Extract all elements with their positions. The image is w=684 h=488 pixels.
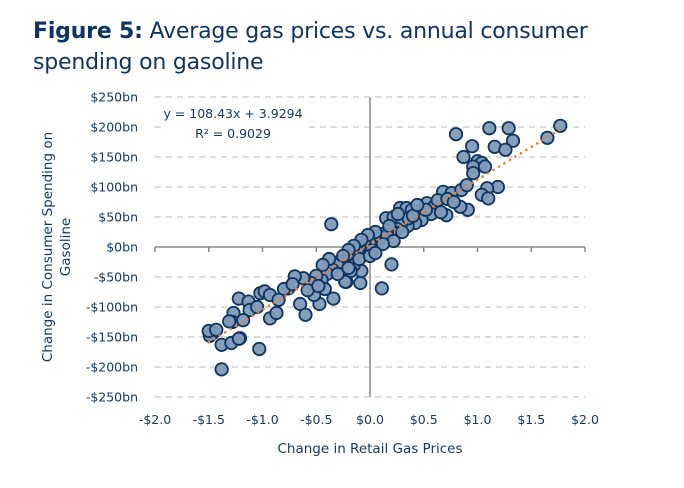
y-tick-labels: $250bn $200bn $150bn $100bn $50bn $0bn -$50bn -…	[86, 90, 138, 405]
data-point	[250, 299, 265, 315]
data-point	[311, 278, 326, 294]
data-point	[456, 149, 471, 165]
x-tick-label: $2.0	[571, 412, 599, 427]
data-point	[540, 130, 555, 145]
y-tick-label: $0bn	[106, 240, 138, 255]
trendline-equation: y = 108.43x + 3.9294	[163, 106, 302, 121]
trendline-path	[207, 126, 565, 344]
data-point	[384, 257, 399, 272]
data-point	[222, 314, 237, 329]
data-point	[433, 205, 449, 220]
x-tick-label: -$1.0	[246, 412, 278, 427]
y-tick-label: $150bn	[90, 150, 138, 165]
data-point	[465, 139, 480, 154]
data-point	[269, 305, 284, 321]
data-point	[446, 194, 461, 210]
data-point	[271, 292, 286, 307]
y-tick-label: -$50bn	[94, 270, 138, 285]
data-point	[375, 236, 390, 252]
data-point	[374, 281, 389, 296]
data-point	[353, 275, 368, 291]
data-point	[477, 159, 493, 174]
data-point	[482, 121, 497, 136]
y-axis-label: Change in Consumer Spending on Gasoline	[40, 132, 74, 362]
data-point	[459, 178, 474, 193]
data-point	[231, 331, 246, 346]
y-tick-label: $50bn	[98, 210, 138, 225]
x-tick-label: $0.0	[356, 412, 384, 427]
data-point	[315, 257, 330, 273]
data-point	[252, 341, 267, 357]
x-tick-label: -$0.5	[300, 412, 332, 427]
y-tick-label: -$200bn	[86, 360, 138, 375]
equation-background	[165, 103, 305, 145]
y-axis-label-line1: Change in Consumer Spending on	[40, 132, 56, 362]
data-point	[368, 245, 383, 261]
trendline	[207, 126, 565, 344]
trendline-equation-box: y = 108.43x + 3.9294 R² = 0.9029	[163, 103, 305, 145]
data-point	[448, 127, 464, 142]
data-point	[390, 206, 406, 222]
y-axis-label-line2: Gasoline	[58, 218, 74, 276]
figure-title-text: Average gas prices vs. annual consumer s…	[33, 19, 588, 75]
y-tick-label: $200bn	[90, 120, 138, 135]
data-point	[285, 277, 300, 292]
data-point	[481, 191, 496, 206]
data-point	[236, 313, 251, 328]
data-point	[326, 291, 341, 306]
data-point	[410, 197, 425, 213]
x-tick-label: $0.5	[410, 412, 438, 427]
data-point	[505, 133, 521, 148]
y-tick-label: $100bn	[90, 180, 138, 195]
figure-title: Figure 5: Average gas prices vs. annual …	[33, 16, 673, 78]
data-point	[330, 266, 345, 282]
data-point	[298, 307, 313, 322]
y-tick-label: $250bn	[90, 90, 138, 105]
data-point	[214, 362, 229, 377]
x-tick-label: $1.5	[517, 412, 545, 427]
data-point	[382, 218, 397, 234]
y-tick-label: -$150bn	[86, 330, 138, 345]
x-tick-label: $1.0	[464, 412, 492, 427]
x-tick-labels: -$2.0 -$1.5 -$1.0 -$0.5 $0.0 $0.5 $1.0 $1.5 $2.0	[139, 412, 599, 427]
data-point	[501, 121, 516, 136]
data-point	[341, 260, 356, 276]
y-tick-label: -$100bn	[86, 300, 138, 315]
y-tick-label: -$250bn	[86, 390, 138, 405]
x-tick-label: -$2.0	[139, 412, 171, 427]
x-tick-label: -$1.5	[193, 412, 225, 427]
data-point	[553, 118, 568, 133]
data-point	[395, 224, 410, 240]
data-point	[466, 166, 481, 181]
data-point	[498, 142, 513, 157]
data-point	[324, 217, 339, 232]
data-point	[336, 248, 351, 264]
data-point	[209, 322, 224, 337]
figure-label: Figure 5:	[33, 19, 143, 44]
trendline-r-squared: R² = 0.9029	[195, 126, 271, 141]
x-axis-label: Change in Retail Gas Prices	[277, 441, 462, 457]
